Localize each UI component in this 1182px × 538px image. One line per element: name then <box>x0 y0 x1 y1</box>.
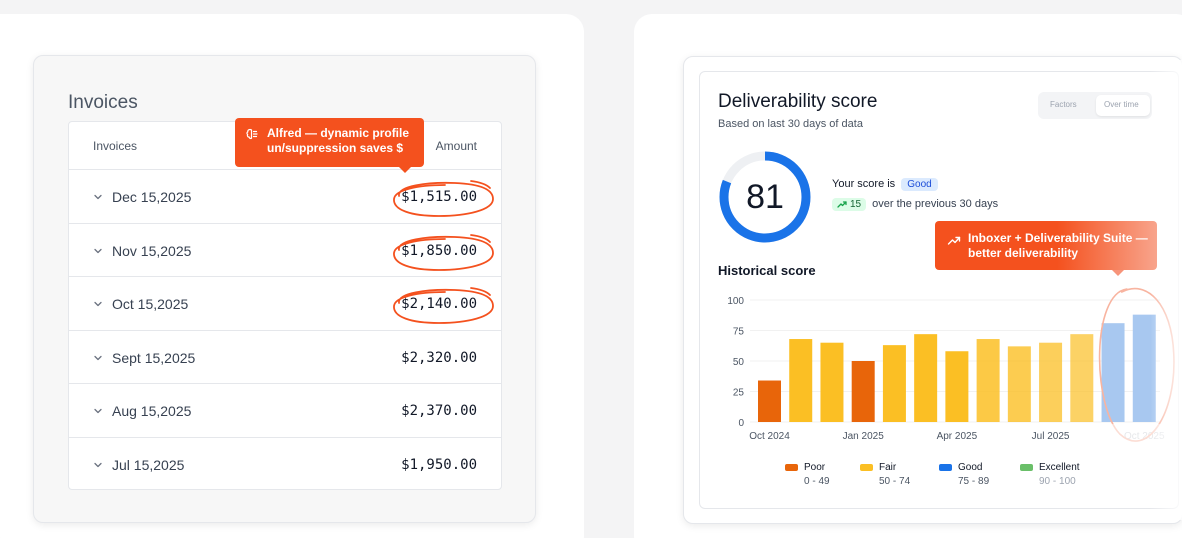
score-status-label: Your score is <box>832 178 896 190</box>
table-header: Invoices Amount <box>69 122 501 170</box>
chart-bar <box>1070 334 1094 422</box>
legend-item: Poor 0 - 49 <box>785 462 830 487</box>
column-header-amount: Amount <box>435 139 477 153</box>
tooltip-arrow <box>399 167 411 173</box>
y-tick-label: 25 <box>733 388 745 399</box>
deliverability-title: Deliverability score <box>718 91 878 112</box>
tooltip-arrow <box>1112 270 1124 276</box>
chart-bar <box>1007 346 1031 422</box>
view-toggle: Factors Over time <box>1038 92 1152 119</box>
invoice-amount: $2,320.00 <box>401 349 477 366</box>
toggle-over-time[interactable]: Over time <box>1096 95 1150 116</box>
chart-bar <box>1101 323 1125 422</box>
trend-value: 15 <box>850 199 862 210</box>
historical-score-title: Historical score <box>718 263 816 278</box>
invoice-date: Sept 15,2025 <box>112 349 196 366</box>
table-row[interactable]: Nov 15,2025 $1,850.00 <box>69 224 501 277</box>
legend-range: 90 - 100 <box>1039 476 1076 487</box>
chevron-down-icon[interactable] <box>93 246 103 256</box>
legend-swatch <box>939 463 952 471</box>
chart-bar <box>914 334 938 422</box>
column-header-invoices: Invoices <box>93 139 138 153</box>
invoice-date: Oct 15,2025 <box>112 296 189 312</box>
legend-swatch <box>1020 463 1033 471</box>
chart-bar <box>820 342 844 422</box>
toggle-factors[interactable]: Factors <box>1050 100 1077 109</box>
legend-swatch <box>860 463 873 471</box>
legend-range: 50 - 74 <box>879 476 911 487</box>
trending-up-icon <box>837 201 847 209</box>
table-row[interactable]: Aug 15,2025 $2,370.00 <box>69 384 501 438</box>
chevron-down-icon[interactable] <box>93 353 103 363</box>
legend-label: Fair <box>879 462 897 473</box>
legend-label: Excellent <box>1039 462 1080 473</box>
chevron-down-icon[interactable] <box>93 406 103 416</box>
score-gauge-arc <box>719 151 811 243</box>
x-tick-label: Apr 2025 <box>937 431 978 442</box>
table-row[interactable]: Sept 15,2025 $2,320.00 <box>69 331 501 384</box>
y-tick-label: 50 <box>733 357 745 368</box>
y-tick-label: 0 <box>738 418 744 429</box>
legend-item: Good 75 - 89 <box>939 462 989 487</box>
score-status: Your score is Good <box>832 178 938 191</box>
invoice-date: Dec 15,2025 <box>112 189 192 205</box>
chart-bar <box>1132 314 1156 422</box>
trend-badge: 15 <box>832 198 867 211</box>
historical-score-chart: 0 25 50 75 100 Oct 2024 Jan 2025 Apr 2025 Jul 20… <box>727 287 1175 442</box>
legend-swatch <box>785 463 798 471</box>
chevron-down-icon[interactable] <box>93 299 103 309</box>
invoice-amount: $1,850.00 <box>401 242 477 259</box>
chart-bar <box>1039 342 1063 422</box>
invoice-date: Jul 15,2025 <box>112 456 185 473</box>
table-row[interactable]: Jul 15,2025 $1,950.00 <box>69 438 501 490</box>
deliverability-card: Deliverability score Based on last 30 da… <box>683 56 1182 524</box>
chevron-down-icon[interactable] <box>93 192 103 202</box>
invoices-table: Invoices Amount Dec 15,2025 $1,515.00 Nov … <box>68 121 502 490</box>
tooltip-line-2: better deliverability <box>968 246 1079 260</box>
chart-bar <box>976 339 1000 422</box>
invoice-amount: $1,950.00 <box>401 456 477 473</box>
chart-bar <box>758 380 781 422</box>
legend-item: Fair 50 - 74 <box>860 462 910 487</box>
invoices-card: Invoices Invoices Amount Dec 15,2025 $1,5… <box>33 55 536 523</box>
y-tick-label: 75 <box>733 327 745 338</box>
invoice-amount: $2,370.00 <box>401 403 477 419</box>
highlight-fade <box>1085 424 1165 446</box>
trending-up-icon <box>947 236 961 245</box>
trend-text: over the previous 30 days <box>872 198 999 210</box>
tooltip-line-2: un/suppression saves $ <box>267 141 404 155</box>
deliverability-subtitle: Based on last 30 days of data <box>718 118 863 130</box>
legend-range: 75 - 89 <box>958 476 990 487</box>
score-gauge <box>719 151 811 243</box>
chart-bar <box>945 351 969 422</box>
invoice-amount: $2,140.00 <box>401 296 477 312</box>
alfred-tooltip: Alfred — dynamic profile un/suppression … <box>235 118 424 173</box>
chevron-down-icon[interactable] <box>93 460 103 470</box>
chart-bar <box>789 339 813 422</box>
invoice-date: Aug 15,2025 <box>112 403 192 419</box>
brain-icon <box>246 128 258 140</box>
legend-range: 0 - 49 <box>804 476 830 487</box>
y-tick-label: 100 <box>727 296 744 307</box>
tooltip-line-1: Alfred — dynamic profile <box>267 126 410 140</box>
x-tick-label: Jul 2025 <box>1032 431 1070 442</box>
x-tick-label: Jan 2025 <box>843 431 885 442</box>
status-badge: Good <box>901 178 938 191</box>
chart-bar <box>882 345 906 422</box>
legend-label: Good <box>958 462 983 473</box>
invoice-amount: $1,515.00 <box>401 189 477 205</box>
legend-item: Excellent 90 - 100 <box>1020 462 1080 487</box>
table-row[interactable]: Dec 15,2025 $1,515.00 <box>69 170 501 224</box>
score-value: 81 <box>746 178 784 216</box>
x-tick-label: Oct 2024 <box>749 431 790 442</box>
invoice-date: Nov 15,2025 <box>112 242 192 259</box>
legend-label: Poor <box>804 462 826 473</box>
inboxer-tooltip: Inboxer + Deliverability Suite — better … <box>935 221 1157 276</box>
score-trend: 15 over the previous 30 days <box>832 198 998 211</box>
chart-bar <box>851 361 875 422</box>
chart-legend: Poor 0 - 49 Fair 50 - 74 Good 75 - 89 Excellen… <box>785 462 1115 492</box>
tooltip-line-1: Inboxer + Deliverability Suite — <box>968 231 1148 245</box>
invoices-title: Invoices <box>68 92 138 113</box>
table-row[interactable]: Oct 15,2025 $2,140.00 <box>69 277 501 331</box>
